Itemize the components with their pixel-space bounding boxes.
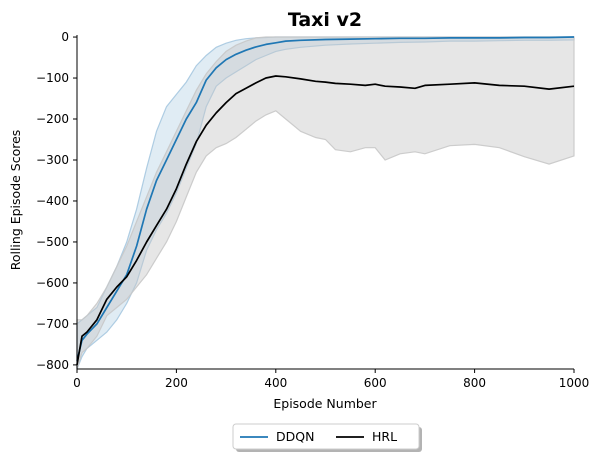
x-tick-label: 0 bbox=[73, 376, 81, 390]
y-tick-label: −800 bbox=[36, 358, 69, 372]
legend-box bbox=[232, 423, 420, 450]
y-tick-label: 0 bbox=[61, 30, 69, 44]
x-tick-label: 200 bbox=[165, 376, 188, 390]
y-tick-label: −700 bbox=[36, 317, 69, 331]
y-tick-label: −200 bbox=[36, 112, 69, 126]
x-tick-label: 1000 bbox=[559, 376, 590, 390]
y-axis-label: Rolling Episode Scores bbox=[8, 130, 23, 271]
y-tick-label: −600 bbox=[36, 276, 69, 290]
y-tick-label: −300 bbox=[36, 153, 69, 167]
x-tick-label: 800 bbox=[463, 376, 486, 390]
x-axis-label: Episode Number bbox=[273, 396, 377, 411]
series-line-hrl bbox=[76, 75, 575, 366]
y-tick-label: −100 bbox=[36, 71, 69, 85]
legend: DDQN HRL bbox=[232, 423, 422, 452]
band-hrl bbox=[76, 36, 575, 370]
x-tick-label: 600 bbox=[364, 376, 387, 390]
tick-marks: 0 200 400 600 800 1000 0 −100 −200 −300 −400 −500 −6… bbox=[36, 30, 589, 390]
y-tick-label: −500 bbox=[36, 235, 69, 249]
series-lines bbox=[76, 36, 575, 366]
x-tick-label: 400 bbox=[264, 376, 287, 390]
chart-title: Taxi v2 bbox=[288, 9, 362, 31]
axes bbox=[76, 35, 574, 370]
confidence-bands bbox=[76, 36, 575, 370]
y-tick-label: −400 bbox=[36, 194, 69, 208]
legend-label-ddqn: DDQN bbox=[276, 429, 314, 444]
legend-label-hrl: HRL bbox=[372, 429, 397, 444]
